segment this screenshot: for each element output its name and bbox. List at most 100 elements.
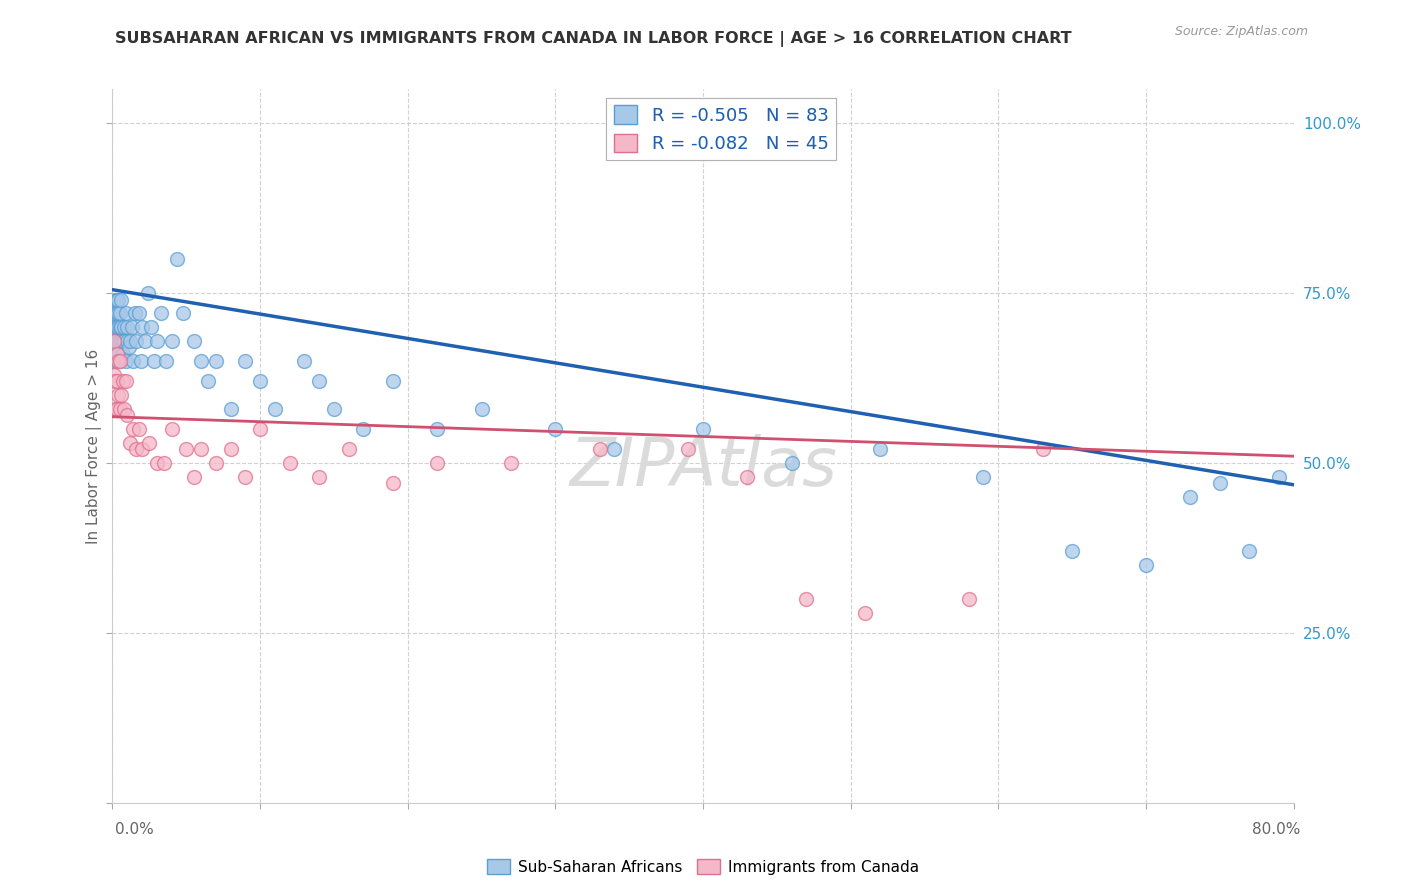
Point: [183, 469, 205, 483]
Point: [292, 354, 315, 368]
Point: [382, 476, 405, 491]
Point: [104, 334, 127, 348]
Point: [233, 469, 256, 483]
Point: [382, 375, 405, 389]
Point: [108, 401, 131, 416]
Point: [1062, 544, 1084, 558]
Point: [183, 334, 205, 348]
Point: [174, 442, 197, 457]
Point: [323, 401, 346, 416]
Point: [107, 334, 129, 348]
Point: [114, 375, 136, 389]
Point: [117, 409, 138, 423]
Point: [1268, 469, 1291, 483]
Point: [1208, 476, 1232, 491]
Point: [128, 422, 150, 436]
Point: [796, 591, 818, 606]
Point: [470, 401, 494, 416]
Point: [692, 422, 714, 436]
Point: [111, 347, 134, 361]
Legend: R = -0.505   N = 83, R = -0.082   N = 45: R = -0.505 N = 83, R = -0.082 N = 45: [606, 98, 835, 161]
Point: [219, 401, 242, 416]
Point: [103, 334, 125, 348]
Point: [124, 306, 146, 320]
Point: [108, 306, 131, 320]
Point: [104, 320, 127, 334]
Point: [105, 341, 128, 355]
Point: [249, 375, 271, 389]
Point: [107, 347, 129, 361]
Point: [264, 401, 287, 416]
Point: [105, 293, 128, 307]
Point: [337, 442, 360, 457]
Point: [105, 401, 128, 416]
Point: [129, 354, 152, 368]
Point: [134, 334, 156, 348]
Point: [114, 354, 136, 368]
Point: [107, 306, 129, 320]
Point: [110, 293, 132, 307]
Point: [308, 375, 330, 389]
Point: [104, 293, 127, 307]
Point: [136, 286, 159, 301]
Point: [190, 442, 212, 457]
Point: [103, 368, 125, 382]
Point: [103, 306, 125, 320]
Point: [544, 422, 567, 436]
Point: [1178, 490, 1201, 504]
Point: [112, 401, 135, 416]
Point: [197, 375, 219, 389]
Point: [125, 442, 148, 457]
Point: [142, 354, 165, 368]
Point: [107, 320, 129, 334]
Point: [121, 320, 143, 334]
Point: [105, 320, 128, 334]
Point: [678, 442, 700, 457]
Point: [120, 435, 142, 450]
Point: [104, 341, 127, 355]
Point: [146, 456, 169, 470]
Point: [110, 388, 132, 402]
Point: [104, 401, 127, 416]
Point: [107, 388, 129, 402]
Point: [737, 469, 759, 483]
Point: [150, 306, 173, 320]
Point: [172, 306, 194, 320]
Point: [501, 456, 523, 470]
Point: [125, 334, 148, 348]
Point: [117, 320, 138, 334]
Point: [105, 334, 128, 348]
Point: [190, 354, 212, 368]
Point: [426, 422, 449, 436]
Point: [352, 422, 374, 436]
Point: [103, 354, 125, 368]
Point: [1032, 442, 1054, 457]
Point: [973, 469, 995, 483]
Point: [160, 334, 183, 348]
Point: [111, 375, 134, 389]
Point: [122, 354, 145, 368]
Point: [138, 435, 160, 450]
Point: [160, 422, 183, 436]
Point: [111, 334, 134, 348]
Point: [108, 320, 131, 334]
Point: [112, 320, 135, 334]
Point: [110, 320, 132, 334]
Point: [278, 456, 301, 470]
Point: [103, 320, 125, 334]
Point: [603, 442, 626, 457]
Point: [131, 320, 153, 334]
Point: [105, 354, 128, 368]
Point: [219, 442, 242, 457]
Text: Source: ZipAtlas.com: Source: ZipAtlas.com: [1174, 25, 1308, 38]
Point: [855, 606, 877, 620]
Point: [108, 334, 131, 348]
Point: [1239, 544, 1261, 558]
Point: [205, 456, 228, 470]
Point: [114, 306, 136, 320]
Point: [105, 375, 128, 389]
Y-axis label: In Labor Force | Age > 16: In Labor Force | Age > 16: [86, 349, 101, 543]
Text: 0.0%: 0.0%: [115, 822, 155, 837]
Point: [869, 442, 891, 457]
Point: [205, 354, 228, 368]
